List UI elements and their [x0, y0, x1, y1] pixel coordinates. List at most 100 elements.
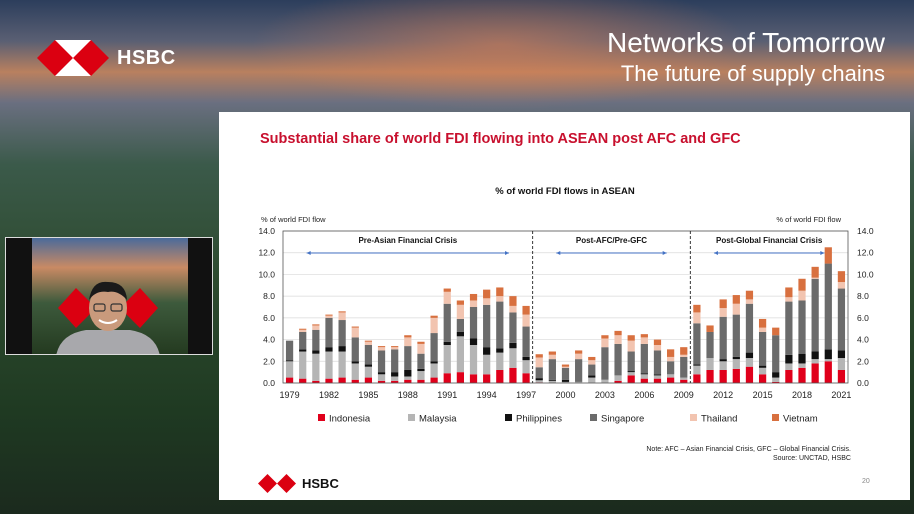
chart-title: % of world FDI flows in ASEAN: [495, 186, 635, 197]
bar-singapore-2009: [680, 356, 688, 378]
x-tick: 2009: [674, 390, 694, 400]
bar-indonesia-2012: [719, 369, 727, 383]
x-tick: 1988: [398, 390, 418, 400]
bar-philippines-2010: [693, 364, 701, 366]
bar-malaysia-2013: [732, 359, 740, 369]
bar-vietnam-2020: [824, 247, 832, 264]
y-tick-left: 10.0: [258, 269, 275, 279]
bar-vietnam-1983: [338, 311, 346, 313]
bar-indonesia-2014: [745, 366, 754, 383]
bar-philippines-2013: [732, 356, 740, 360]
bar-thailand-1983: [338, 312, 346, 321]
bar-indonesia-1991: [443, 373, 451, 383]
x-tick: 1994: [477, 390, 497, 400]
bar-singapore-1994: [483, 304, 491, 348]
bar-singapore-1989: [417, 353, 425, 369]
bar-thailand-2008: [667, 356, 675, 362]
bar-malaysia-2008: [667, 374, 675, 378]
legend-swatch-indonesia: [318, 414, 325, 421]
bar-philippines-1992: [456, 331, 464, 337]
bar-philippines-2019: [811, 351, 819, 360]
bar-thailand-2006: [640, 337, 648, 344]
bar-philippines-1979: [285, 360, 294, 362]
y-axis-label-left: % of world FDI flow: [261, 215, 326, 224]
bar-singapore-1980: [299, 331, 307, 350]
bar-singapore-1997: [522, 326, 530, 357]
bar-indonesia-1981: [312, 380, 320, 383]
bar-malaysia-1985: [364, 366, 373, 378]
header-brand: HSBC: [117, 46, 176, 69]
bar-indonesia-1986: [377, 380, 386, 383]
legend-swatch-thailand: [690, 414, 697, 421]
bar-thailand-1992: [456, 304, 464, 319]
bar-thailand-1989: [417, 343, 425, 354]
bar-malaysia-2012: [719, 361, 727, 370]
bar-singapore-2006: [640, 343, 648, 374]
bar-indonesia-2016: [772, 381, 780, 383]
bar-thailand-2002: [588, 360, 596, 365]
bar-thailand-2003: [601, 338, 609, 348]
bar-vietnam-1984: [351, 326, 359, 328]
bar-philippines-2007: [653, 374, 662, 376]
bar-vietnam-2011: [706, 325, 714, 332]
legend-label: Malaysia: [419, 414, 457, 425]
bar-malaysia-2007: [653, 375, 662, 379]
y-tick-right: 0.0: [857, 378, 869, 388]
bar-indonesia-2015: [758, 374, 767, 383]
bar-vietnam-2017: [785, 287, 793, 298]
bar-philippines-2015: [758, 365, 767, 368]
bar-singapore-1993: [469, 307, 478, 339]
bar-singapore-2004: [614, 343, 622, 376]
bar-singapore-2020: [824, 263, 832, 350]
x-tick: 1991: [437, 390, 457, 400]
bar-singapore-2017: [785, 301, 793, 355]
bar-vietnam-2019: [811, 266, 819, 278]
bar-indonesia-2018: [798, 367, 806, 383]
bar-malaysia-2018: [798, 363, 806, 368]
x-tick: 1985: [358, 390, 378, 400]
bar-malaysia-1993: [469, 345, 478, 375]
bar-indonesia-1996: [509, 367, 517, 383]
y-tick-right: 10.0: [857, 269, 874, 279]
bar-singapore-1984: [351, 337, 359, 362]
bar-indonesia-2008: [667, 377, 675, 383]
bar-philippines-1984: [351, 361, 359, 364]
bar-vietnam-2009: [680, 347, 688, 355]
bar-vietnam-1981: [312, 324, 320, 326]
bar-indonesia-1980: [299, 378, 307, 383]
bar-vietnam-1987: [391, 346, 399, 348]
chart-note: Note: AFC – Asian Financial Crisis, GFC …: [646, 445, 851, 463]
y-tick-right: 12.0: [857, 248, 874, 258]
bar-philippines-1983: [338, 346, 346, 352]
bar-malaysia-1988: [404, 376, 412, 380]
bar-philippines-2021: [837, 350, 846, 359]
bar-thailand-2017: [785, 297, 793, 302]
bar-vietnam-1985: [364, 340, 373, 342]
bar-philippines-1982: [325, 347, 333, 352]
bar-vietnam-2018: [798, 278, 806, 291]
bar-singapore-1988: [404, 346, 412, 370]
legend-swatch-malaysia: [408, 414, 415, 421]
bar-singapore-1990: [430, 333, 438, 362]
bar-thailand-2012: [719, 308, 727, 317]
legend-label: Vietnam: [783, 414, 818, 425]
bar-malaysia-1981: [312, 353, 320, 381]
bar-vietnam-1993: [469, 293, 478, 301]
bar-singapore-2008: [667, 361, 675, 375]
bar-indonesia-2009: [680, 379, 688, 383]
bar-vietnam-2006: [640, 334, 648, 338]
bar-indonesia-1993: [469, 374, 478, 383]
bar-vietnam-1996: [509, 296, 517, 306]
y-tick-right: 4.0: [857, 335, 869, 345]
bar-indonesia-2020: [824, 361, 832, 383]
bar-vietnam-1992: [456, 300, 464, 305]
event-subtitle: The future of supply chains: [620, 61, 885, 86]
x-tick: 2012: [713, 390, 733, 400]
bar-indonesia-2010: [693, 374, 701, 383]
bar-indonesia-2013: [732, 368, 740, 383]
bar-philippines-1996: [509, 342, 517, 349]
bar-thailand-1982: [325, 315, 333, 318]
bar-thailand-1980: [299, 329, 307, 332]
bar-thailand-1984: [351, 327, 359, 338]
period-label: Pre-Asian Financial Crisis: [358, 236, 457, 245]
